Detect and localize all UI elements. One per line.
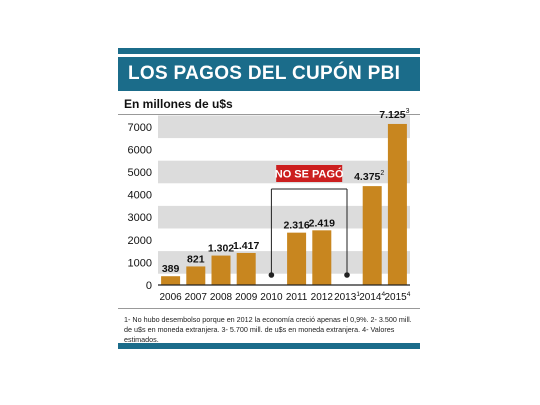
annotation-group: NO SE PAGÓ	[268, 165, 350, 278]
y-tick-label: 0	[146, 280, 152, 292]
value-label: 821	[187, 253, 205, 265]
x-tick-label: 2012	[311, 292, 334, 303]
value-label: 389	[162, 263, 180, 275]
annotation-label: NO SE PAGÓ	[275, 168, 344, 181]
bar-2008	[211, 255, 231, 285]
value-label: 2.419	[309, 217, 335, 229]
value-label: 7.1253	[379, 108, 409, 121]
y-axis-ticks: 0 1000 2000 3000 4000 5000 6000 7000	[128, 122, 152, 292]
value-label: 2.316	[283, 220, 309, 232]
y-tick-label: 2000	[128, 235, 152, 247]
bar-2007	[186, 266, 206, 285]
chart-subtitle: En millones de u$s	[124, 97, 233, 111]
bar-2006	[161, 276, 181, 285]
subtitle-rule	[118, 114, 420, 115]
x-tick-label: 2007	[185, 292, 208, 303]
header-top-rule	[118, 48, 420, 54]
y-tick-label: 4000	[128, 190, 152, 202]
y-tick-label: 3000	[128, 212, 152, 224]
x-tick-label: 20144	[359, 291, 385, 303]
bar-2015	[387, 123, 407, 286]
footer-rule	[118, 343, 420, 349]
x-tick-label: 2008	[210, 292, 233, 303]
y-tick-label: 5000	[128, 167, 152, 179]
x-tick-label: 20131	[334, 291, 360, 303]
value-label: 1.417	[233, 240, 259, 252]
bars	[161, 123, 407, 286]
x-tick-label: 2011	[286, 292, 308, 303]
gridline-band	[158, 115, 410, 139]
annotation-dot-2010	[268, 272, 275, 278]
y-tick-label: 6000	[128, 144, 152, 156]
y-tick-label: 7000	[128, 122, 152, 134]
bar-2014	[362, 186, 382, 285]
y-tick-label: 1000	[128, 257, 152, 269]
x-tick-label: 20154	[384, 291, 410, 303]
chart-title: LOS PAGOS DEL CUPÓN PBI	[118, 57, 420, 91]
value-label: 1.302	[208, 243, 234, 255]
x-tick-label: 2009	[235, 292, 258, 303]
x-axis-labels: 2006 2007 2008 2009 2010 2011 2012 20131 20144 20…	[159, 291, 410, 303]
bar-2012	[312, 230, 332, 285]
x-tick-label: 2006	[159, 292, 182, 303]
bar-2011	[287, 232, 307, 285]
bar-2009	[236, 252, 256, 285]
x-tick-label: 2010	[260, 292, 283, 303]
footnote-text: 1- No hubo desembolso porque en 2012 la …	[124, 315, 412, 344]
value-label: 4.3752	[354, 170, 384, 183]
annotation-box	[276, 165, 343, 182]
annotation-dot-2013	[344, 272, 350, 278]
footnote-rule	[118, 308, 420, 309]
